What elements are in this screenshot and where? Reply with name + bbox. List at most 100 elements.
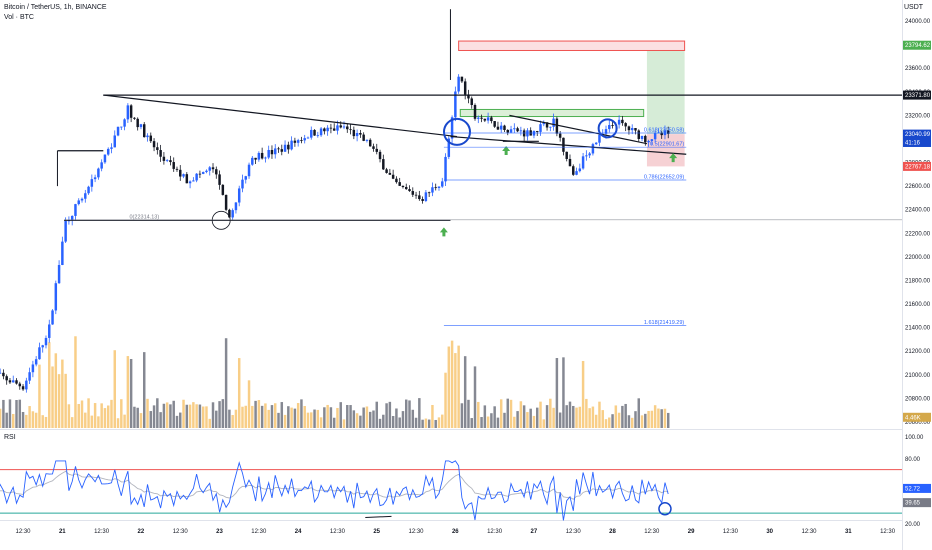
volume-bar: [283, 414, 287, 428]
candle-body: [90, 179, 94, 187]
volume-bar: [277, 412, 280, 428]
volume-bar: [116, 418, 120, 428]
volume-bar: [12, 413, 15, 428]
candle-body: [2, 372, 5, 377]
candle-body: [228, 209, 231, 218]
volume-bar: [67, 404, 71, 428]
candle-body: [467, 94, 470, 99]
volume-bar: [2, 399, 5, 428]
volume-bar: [224, 338, 228, 428]
candle-body: [405, 187, 408, 190]
candle-body: [437, 186, 441, 188]
volume-bar: [578, 406, 582, 428]
volume-bar: [149, 411, 153, 428]
support-box: [459, 108, 645, 118]
candle-body: [660, 132, 663, 136]
candle-body: [339, 125, 342, 128]
candle-body: [473, 104, 477, 119]
volume-bar: [103, 408, 107, 428]
candle-body: [539, 124, 542, 132]
time-tick-label: 12:30: [644, 529, 660, 535]
candle-body: [156, 147, 159, 151]
volume-bar: [201, 406, 205, 428]
candle-body: [388, 172, 392, 175]
candle-body: [296, 140, 300, 143]
volume-bar: [575, 407, 578, 428]
candle-body: [257, 152, 261, 160]
candle-body: [644, 135, 647, 143]
volume-bar: [421, 419, 424, 428]
candle-body: [57, 264, 61, 284]
candle-body: [480, 117, 483, 119]
candle-body: [283, 144, 287, 152]
candle-body: [536, 131, 539, 132]
volume-bar: [522, 405, 526, 428]
volume-bar: [162, 403, 166, 428]
volume-bar: [627, 415, 631, 428]
volume-bar: [444, 372, 447, 428]
candle-body: [224, 194, 228, 210]
volume-bar: [526, 412, 529, 428]
candle-body: [247, 164, 251, 177]
candle-body: [244, 176, 247, 180]
volume-bar: [375, 401, 378, 428]
candle-body: [300, 140, 303, 141]
candle-body: [133, 117, 136, 119]
price-tag-label: 23371.80: [905, 93, 931, 99]
candle-body: [116, 126, 120, 136]
candle-body: [421, 199, 424, 201]
volume-bar: [601, 410, 604, 428]
candle-body: [503, 125, 506, 130]
candle-body: [237, 188, 241, 203]
rsi-tag-label: 39.65: [905, 501, 921, 507]
volume-bar: [382, 414, 385, 428]
candle-body: [414, 194, 418, 196]
candle-body: [650, 139, 654, 141]
volume-bar: [257, 400, 261, 428]
price-tick-label: 24000.00: [905, 19, 931, 25]
volume-bar: [562, 357, 565, 428]
candle-body: [51, 310, 54, 325]
candle-body: [8, 380, 12, 383]
candle-body: [431, 187, 434, 193]
volume-bar: [175, 415, 179, 428]
volume-bar: [477, 401, 480, 428]
volume-bar: [450, 340, 454, 428]
candle-body: [359, 132, 362, 135]
volume-bar: [490, 413, 493, 428]
candle-body: [499, 125, 503, 130]
candle-body: [70, 215, 74, 221]
volume-bar: [431, 404, 434, 428]
candle-body: [306, 137, 310, 139]
price-tick-label: 21000.00: [905, 373, 931, 379]
volume-bar: [159, 412, 162, 428]
candle-body: [634, 128, 637, 131]
candle-body: [637, 130, 640, 139]
volume-bar: [568, 401, 572, 428]
price-tag: [903, 137, 931, 147]
candle-body: [192, 180, 195, 182]
volume-bar: [208, 418, 211, 428]
candle-body: [169, 160, 172, 163]
volume-bar: [391, 416, 395, 428]
time-tick-label: 12:30: [15, 529, 31, 535]
chart-title: Bitcoin / TetherUS, 1h, BINANCE: [4, 4, 107, 11]
candle-body: [463, 81, 467, 95]
volume-bar: [496, 417, 500, 428]
candle-body: [293, 140, 297, 143]
buy-arrow-icon: [439, 227, 448, 237]
candle-body: [513, 128, 516, 130]
candle-body: [149, 135, 153, 142]
candle-body: [139, 124, 143, 128]
candle-body: [205, 170, 208, 173]
candle-body: [617, 119, 621, 125]
candle-body: [287, 144, 290, 150]
candle-body: [460, 76, 464, 82]
candle-body: [267, 149, 270, 158]
price-tick-label: 21600.00: [905, 302, 931, 308]
volume-bar: [447, 346, 451, 428]
candle-body: [575, 171, 578, 175]
volume-bar: [241, 406, 244, 428]
candle-body: [522, 130, 526, 137]
